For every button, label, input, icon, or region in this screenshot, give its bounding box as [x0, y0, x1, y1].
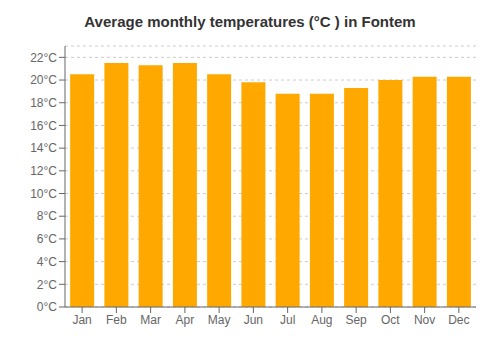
svg-text:Dec: Dec: [448, 313, 469, 327]
svg-text:May: May: [208, 313, 231, 327]
svg-text:16°C: 16°C: [30, 119, 57, 133]
svg-text:Oct: Oct: [381, 313, 400, 327]
svg-text:22°C: 22°C: [30, 51, 57, 65]
svg-text:Apr: Apr: [176, 313, 195, 327]
svg-text:20°C: 20°C: [30, 73, 57, 87]
svg-text:8°C: 8°C: [37, 209, 57, 223]
svg-text:Mar: Mar: [140, 313, 161, 327]
svg-text:Jan: Jan: [72, 313, 91, 327]
svg-text:4°C: 4°C: [37, 255, 57, 269]
svg-text:Jul: Jul: [280, 313, 295, 327]
svg-text:6°C: 6°C: [37, 232, 57, 246]
svg-text:12°C: 12°C: [30, 164, 57, 178]
svg-text:14°C: 14°C: [30, 141, 57, 155]
svg-text:2°C: 2°C: [37, 278, 57, 292]
svg-text:Nov: Nov: [414, 313, 435, 327]
svg-text:Feb: Feb: [106, 313, 127, 327]
svg-text:Sep: Sep: [345, 313, 367, 327]
svg-text:Jun: Jun: [244, 313, 263, 327]
svg-text:10°C: 10°C: [30, 187, 57, 201]
svg-text:18°C: 18°C: [30, 96, 57, 110]
html-text:Average monthly temperatures (: Average monthly temperatures (°C ) in Fo…: [84, 13, 416, 30]
svg-text:Aug: Aug: [311, 313, 332, 327]
svg-text:0°C: 0°C: [37, 300, 57, 314]
